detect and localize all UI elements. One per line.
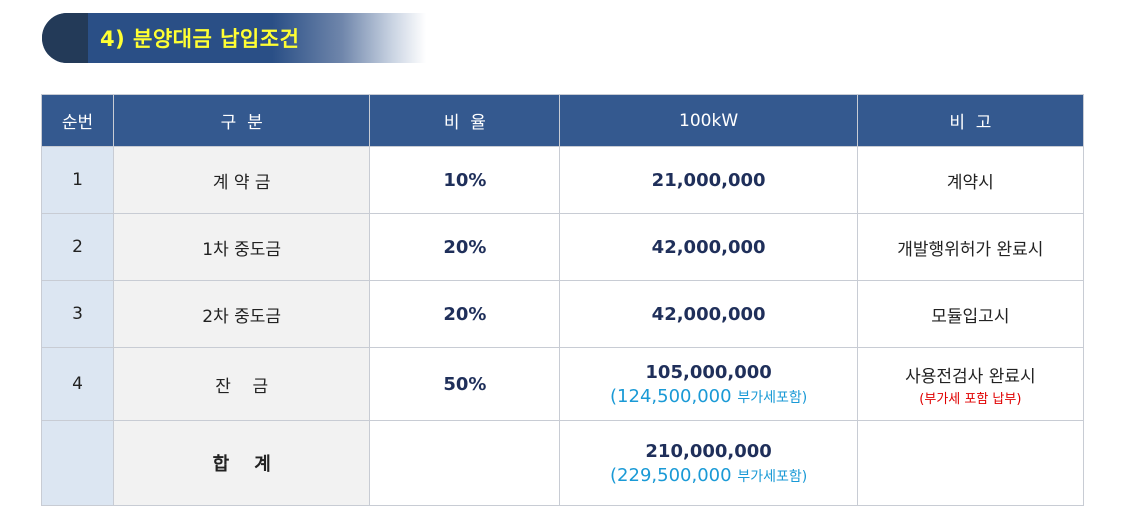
row-note: 계약시 xyxy=(856,146,1085,214)
table-row: 4 잔 금 50% 105,000,000 (124,500,000 부가세포함… xyxy=(40,347,1085,421)
row-amount: 42,000,000 xyxy=(559,280,858,348)
row-note: 개발행위허가 완료시 xyxy=(856,213,1085,281)
row-number: 1 xyxy=(40,146,115,214)
row-note-cell: 사용전검사 완료시 (부가세 포함 납부) xyxy=(856,347,1085,421)
section-title-bar: 4) 분양대금 납입조건 xyxy=(42,13,426,63)
payment-terms-table: 순번 구 분 비 율 100kW 비 고 1 계 약 금 10% 21,000,… xyxy=(40,94,1085,506)
row-note: 모듈입고시 xyxy=(856,280,1085,348)
row-category: 계 약 금 xyxy=(113,146,371,214)
row-category: 2차 중도금 xyxy=(113,280,371,348)
total-rate xyxy=(369,420,561,506)
section-title: 4) 분양대금 납입조건 xyxy=(100,27,300,51)
header-rate: 비 율 xyxy=(369,94,561,147)
table-header-row: 순번 구 분 비 율 100kW 비 고 xyxy=(40,94,1085,147)
total-number xyxy=(40,420,115,506)
header-no: 순번 xyxy=(40,94,115,147)
row-rate: 20% xyxy=(369,280,561,348)
row-rate: 50% xyxy=(369,347,561,421)
total-label-cell: 합 계 xyxy=(113,420,371,506)
total-row: 합 계 210,000,000 (229,500,000 부가세포함) xyxy=(40,420,1085,506)
total-amount-cell: 210,000,000 (229,500,000 부가세포함) xyxy=(559,420,858,506)
title-bar-cap xyxy=(42,13,88,63)
header-amount: 100kW xyxy=(559,94,858,147)
header-note: 비 고 xyxy=(856,94,1085,147)
row-amount: 42,000,000 xyxy=(559,213,858,281)
row-amount-vat: (124,500,000 xyxy=(610,385,732,407)
total-amount-vat: (229,500,000 xyxy=(610,464,732,486)
table-row: 1 계 약 금 10% 21,000,000 계약시 xyxy=(40,146,1085,214)
row-note-sub: (부가세 포함 납부) xyxy=(919,391,1022,407)
total-note xyxy=(856,420,1085,506)
header-gubun: 구 분 xyxy=(113,94,371,147)
row-number: 2 xyxy=(40,213,115,281)
row-number: 3 xyxy=(40,280,115,348)
row-amount: 21,000,000 xyxy=(559,146,858,214)
row-amount-cell: 105,000,000 (124,500,000 부가세포함) xyxy=(559,347,858,421)
row-amount: 105,000,000 xyxy=(645,361,772,383)
total-amount: 210,000,000 xyxy=(645,440,772,462)
total-amount-vat-line: (229,500,000 부가세포함) xyxy=(560,465,856,486)
row-rate: 10% xyxy=(369,146,561,214)
table-row: 3 2차 중도금 20% 42,000,000 모듈입고시 xyxy=(40,280,1085,348)
row-note: 사용전검사 완료시 xyxy=(905,366,1036,387)
row-amount-vat-line: (124,500,000 부가세포함) xyxy=(560,386,856,407)
total-amount-vat-label: 부가세포함) xyxy=(737,468,808,485)
row-amount-vat-label: 부가세포함) xyxy=(737,389,808,406)
total-label: 합 계 xyxy=(212,454,271,475)
row-category: 잔 금 xyxy=(113,347,371,421)
row-rate: 20% xyxy=(369,213,561,281)
table-row: 2 1차 중도금 20% 42,000,000 개발행위허가 완료시 xyxy=(40,213,1085,281)
row-category: 1차 중도금 xyxy=(113,213,371,281)
row-number: 4 xyxy=(40,347,115,421)
